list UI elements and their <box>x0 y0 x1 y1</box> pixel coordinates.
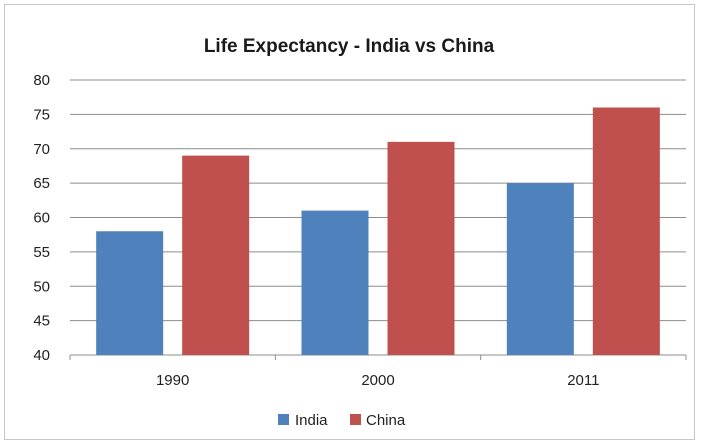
y-tick-label: 75 <box>33 106 50 123</box>
bars <box>96 107 660 355</box>
legend-label-india: India <box>295 412 328 429</box>
y-tick-label: 45 <box>33 313 50 330</box>
chart-title: Life Expectancy - India vs China <box>204 36 495 57</box>
bar-china-2011 <box>592 107 660 355</box>
y-tick-label: 50 <box>33 278 50 295</box>
y-tick-label: 60 <box>33 210 50 227</box>
y-tick-label: 65 <box>33 175 50 192</box>
y-tick-label: 55 <box>33 244 50 261</box>
legend: India China <box>278 412 406 429</box>
x-axis-ticks: 1990 2000 2011 <box>156 372 599 389</box>
legend-label-china: China <box>366 412 406 429</box>
bar-china-2000 <box>387 141 455 355</box>
gridlines <box>69 79 687 360</box>
bar-india-1990 <box>96 231 164 355</box>
legend-swatch-india <box>278 414 289 425</box>
bar-china-1990 <box>182 155 250 355</box>
y-tick-label: 40 <box>33 347 50 364</box>
legend-swatch-china <box>350 414 361 425</box>
y-axis-ticks: 80 75 70 65 60 55 50 45 40 <box>33 72 50 364</box>
x-tick-label: 1990 <box>156 372 189 389</box>
x-tick-label: 2011 <box>567 372 599 389</box>
y-tick-label: 70 <box>33 141 50 158</box>
bar-india-2011 <box>506 183 574 355</box>
bar-india-2000 <box>301 210 369 355</box>
y-tick-label: 80 <box>33 72 50 89</box>
x-tick-label: 2000 <box>361 372 394 389</box>
